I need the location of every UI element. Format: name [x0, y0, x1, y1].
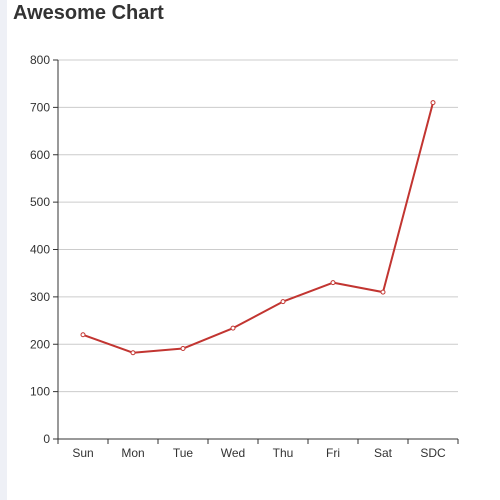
y-tick-label: 400: [30, 243, 50, 257]
series-line: [82, 102, 434, 354]
data-point: [130, 350, 136, 356]
y-tick-label: 800: [30, 53, 50, 67]
x-tick-label: Sat: [374, 446, 393, 460]
data-point: [280, 299, 286, 305]
y-tick-label: 100: [30, 385, 50, 399]
y-tick-label: 0: [43, 432, 50, 446]
left-edge-strip: [0, 0, 7, 500]
y-tick-label: 500: [30, 195, 50, 209]
data-point: [330, 280, 336, 286]
x-tick-label: Thu: [273, 446, 294, 460]
data-point: [230, 325, 236, 331]
x-tick-label: Mon: [121, 446, 144, 460]
data-point: [180, 346, 186, 352]
data-point: [430, 100, 436, 106]
x-tick-label: Wed: [221, 446, 245, 460]
x-tick-label: Tue: [173, 446, 194, 460]
y-tick-label: 200: [30, 337, 50, 351]
x-tick-label: Fri: [326, 446, 340, 460]
y-tick-label: 700: [30, 100, 50, 114]
y-tick-label: 600: [30, 148, 50, 162]
x-tick-label: Sun: [72, 446, 93, 460]
x-tick-label: SDC: [420, 446, 446, 460]
data-point: [380, 289, 386, 295]
data-point: [80, 332, 86, 338]
y-tick-label: 300: [30, 290, 50, 304]
chart-title: Awesome Chart: [13, 2, 164, 24]
